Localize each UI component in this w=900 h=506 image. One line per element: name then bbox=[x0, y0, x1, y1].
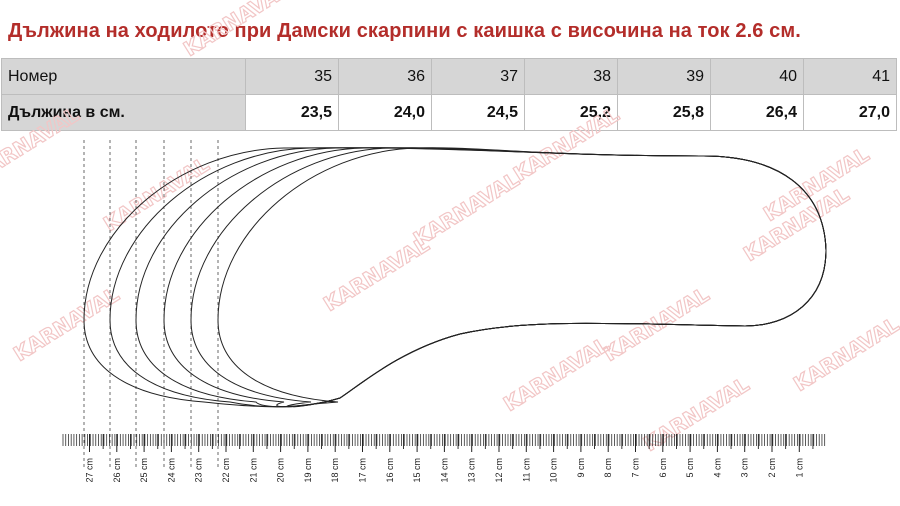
size-cell: 38 bbox=[524, 58, 618, 95]
size-cell: 41 bbox=[803, 58, 897, 95]
watermark-text: KARNAVAL bbox=[179, 0, 293, 61]
watermark-text: KARNAVAL bbox=[499, 332, 613, 416]
ruler-label: 8 cm bbox=[603, 458, 613, 478]
ruler-label: 9 cm bbox=[576, 458, 586, 478]
ruler-label: 1 cm bbox=[794, 458, 804, 478]
length-cell: 26,4 bbox=[710, 94, 804, 131]
ruler-label: 24 cm bbox=[166, 458, 176, 483]
length-row: Дължина в см. 23,5 24,0 24,5 25,2 25,8 2… bbox=[1, 94, 897, 131]
ruler-label: 16 cm bbox=[385, 458, 395, 483]
page-title: Дължина на ходилото при Дамски скарпини … bbox=[8, 20, 801, 42]
length-cell: 23,5 bbox=[245, 94, 339, 131]
size-cell: 36 bbox=[338, 58, 432, 95]
watermark-text: KARNAVAL bbox=[0, 102, 84, 186]
size-table: Номер 35 36 37 38 39 40 41 Дължина в см.… bbox=[1, 58, 897, 131]
length-cell: 24,5 bbox=[431, 94, 525, 131]
ruler-label: 5 cm bbox=[685, 458, 695, 478]
ruler-label: 13 cm bbox=[467, 458, 477, 483]
insole-outline bbox=[109, 147, 827, 408]
ruler-label: 15 cm bbox=[412, 458, 422, 483]
size-cell: 40 bbox=[710, 58, 804, 95]
ruler-label: 14 cm bbox=[439, 458, 449, 483]
length-cell: 24,0 bbox=[338, 94, 432, 131]
ruler-label: 6 cm bbox=[658, 458, 668, 478]
dashed-guides bbox=[83, 140, 219, 470]
length-cell: 25,2 bbox=[524, 94, 618, 131]
size-row: Номер 35 36 37 38 39 40 41 bbox=[1, 58, 897, 95]
insole-outlines bbox=[83, 147, 827, 408]
watermark-text: KARNAVAL bbox=[789, 312, 900, 396]
ruler-label: 19 cm bbox=[303, 458, 313, 483]
length-cell: 27,0 bbox=[803, 94, 897, 131]
watermark-text: KARNAVAL bbox=[99, 152, 213, 236]
ruler-label: 3 cm bbox=[740, 458, 750, 478]
length-cell: 25,8 bbox=[617, 94, 711, 131]
ruler: 27 cm 26 cm 25 cm 24 cm 23 cm 22 cm 21 cm 20 cm… bbox=[62, 434, 826, 483]
ruler-label: 26 cm bbox=[112, 458, 122, 483]
ruler-label: 27 cm bbox=[85, 458, 95, 483]
ruler-label: 22 cm bbox=[221, 458, 231, 483]
ruler-label: 10 cm bbox=[549, 458, 559, 483]
size-cell: 37 bbox=[431, 58, 525, 95]
ruler-label: 17 cm bbox=[358, 458, 368, 483]
ruler-label: 11 cm bbox=[521, 458, 531, 482]
insole-outline bbox=[83, 147, 827, 408]
ruler-label: 21 cm bbox=[248, 458, 258, 483]
watermark-text: KARNAVAL bbox=[319, 232, 433, 316]
watermark-text: KARNAVAL bbox=[409, 167, 523, 251]
ruler-label: 4 cm bbox=[712, 458, 722, 478]
insole-outline bbox=[217, 147, 827, 408]
ruler-label: 20 cm bbox=[276, 458, 286, 483]
ruler-label: 25 cm bbox=[139, 458, 149, 483]
ruler-label: 2 cm bbox=[767, 458, 777, 478]
watermark-text: KARNAVAL bbox=[9, 282, 123, 366]
watermark-text: KARNAVAL bbox=[509, 102, 623, 186]
ruler-label: 12 cm bbox=[494, 458, 504, 483]
ruler-label: 7 cm bbox=[631, 458, 641, 478]
length-row-label: Дължина в см. bbox=[1, 94, 246, 131]
ruler-label: 18 cm bbox=[330, 458, 340, 483]
size-cell: 35 bbox=[245, 58, 339, 95]
ruler-label: 23 cm bbox=[194, 458, 204, 483]
